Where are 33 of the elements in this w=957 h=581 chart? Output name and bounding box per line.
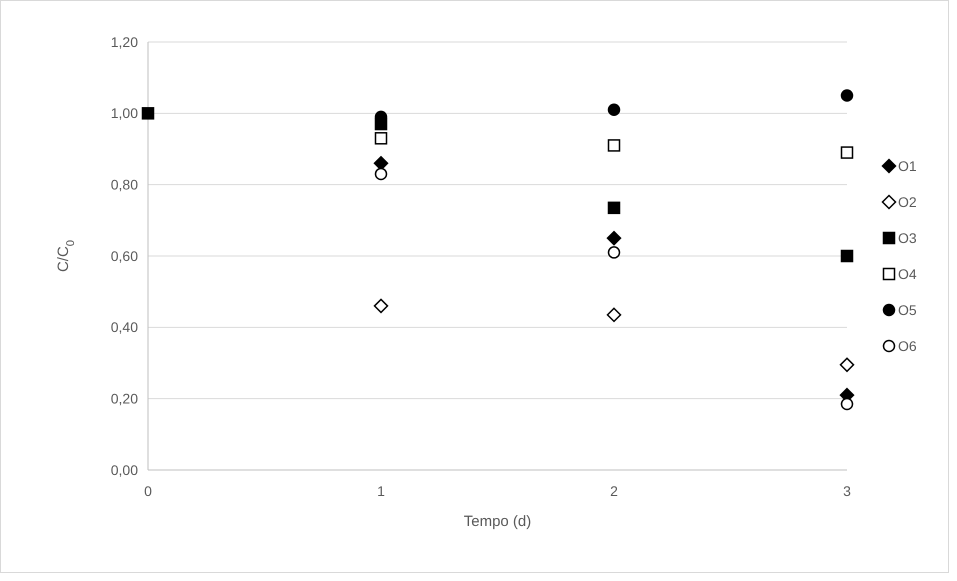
x-tick-label: 2 <box>610 483 618 499</box>
y-tick-label: 0,80 <box>110 176 138 193</box>
point <box>608 202 620 214</box>
x-tick-label: 0 <box>144 483 152 499</box>
point <box>374 132 388 145</box>
point <box>840 250 854 262</box>
point <box>606 230 622 246</box>
y-tick-label: 0,40 <box>110 319 138 336</box>
y-tick-label: 1,00 <box>110 105 138 122</box>
point <box>840 146 854 159</box>
point <box>608 246 620 259</box>
legend-label: O6 <box>898 338 917 354</box>
point <box>374 298 388 314</box>
x-tick-label: 1 <box>377 483 386 499</box>
point <box>840 89 854 102</box>
y-tick-label: 0,60 <box>110 248 138 264</box>
point <box>142 107 154 120</box>
point <box>840 358 854 372</box>
legend-label: O2 <box>898 194 917 210</box>
point <box>840 398 854 410</box>
y-tick-label: 0,00 <box>110 462 138 478</box>
x-axis-title: Tempo (d) <box>464 513 532 530</box>
y-tick-label: 1,20 <box>110 34 138 50</box>
legend-label: O5 <box>898 302 917 318</box>
legend-label: O1 <box>898 158 917 174</box>
legend-label: O3 <box>898 230 917 246</box>
point <box>606 308 622 322</box>
point <box>374 168 388 180</box>
x-tick-label: 3 <box>843 483 852 499</box>
legend-label: O4 <box>898 266 917 282</box>
y-tick-label: 0,20 <box>110 390 138 407</box>
point <box>608 104 620 116</box>
point <box>608 139 620 152</box>
